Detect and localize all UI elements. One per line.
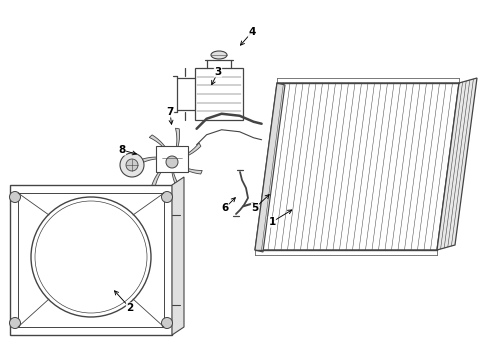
Polygon shape	[179, 143, 201, 159]
Circle shape	[161, 318, 172, 328]
Ellipse shape	[210, 51, 226, 59]
Circle shape	[9, 318, 20, 328]
Polygon shape	[171, 168, 183, 191]
Polygon shape	[149, 135, 168, 153]
Text: 3: 3	[214, 67, 221, 77]
Polygon shape	[172, 177, 183, 335]
Circle shape	[161, 192, 172, 202]
Text: 1: 1	[268, 217, 275, 227]
Text: 2: 2	[126, 303, 133, 313]
Text: 6: 6	[221, 203, 228, 213]
Text: 7: 7	[166, 107, 173, 117]
Polygon shape	[178, 165, 202, 174]
Text: 8: 8	[118, 145, 125, 155]
Circle shape	[9, 192, 20, 202]
Polygon shape	[254, 83, 458, 250]
Circle shape	[126, 159, 138, 171]
Circle shape	[165, 156, 178, 168]
FancyBboxPatch shape	[156, 146, 187, 172]
Polygon shape	[152, 165, 166, 187]
Text: 4: 4	[248, 27, 255, 37]
Text: 5: 5	[251, 203, 258, 213]
Polygon shape	[436, 78, 476, 250]
Polygon shape	[175, 128, 179, 153]
FancyBboxPatch shape	[195, 68, 243, 120]
Polygon shape	[10, 185, 172, 335]
Circle shape	[120, 153, 143, 177]
Polygon shape	[140, 157, 164, 164]
Polygon shape	[254, 83, 285, 252]
